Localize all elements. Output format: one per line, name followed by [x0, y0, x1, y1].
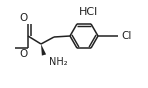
Polygon shape [41, 44, 46, 56]
Text: NH₂: NH₂ [49, 57, 68, 67]
Text: O: O [20, 49, 28, 59]
Text: Cl: Cl [121, 31, 131, 41]
Text: HCl: HCl [78, 7, 98, 18]
Text: O: O [20, 13, 28, 23]
